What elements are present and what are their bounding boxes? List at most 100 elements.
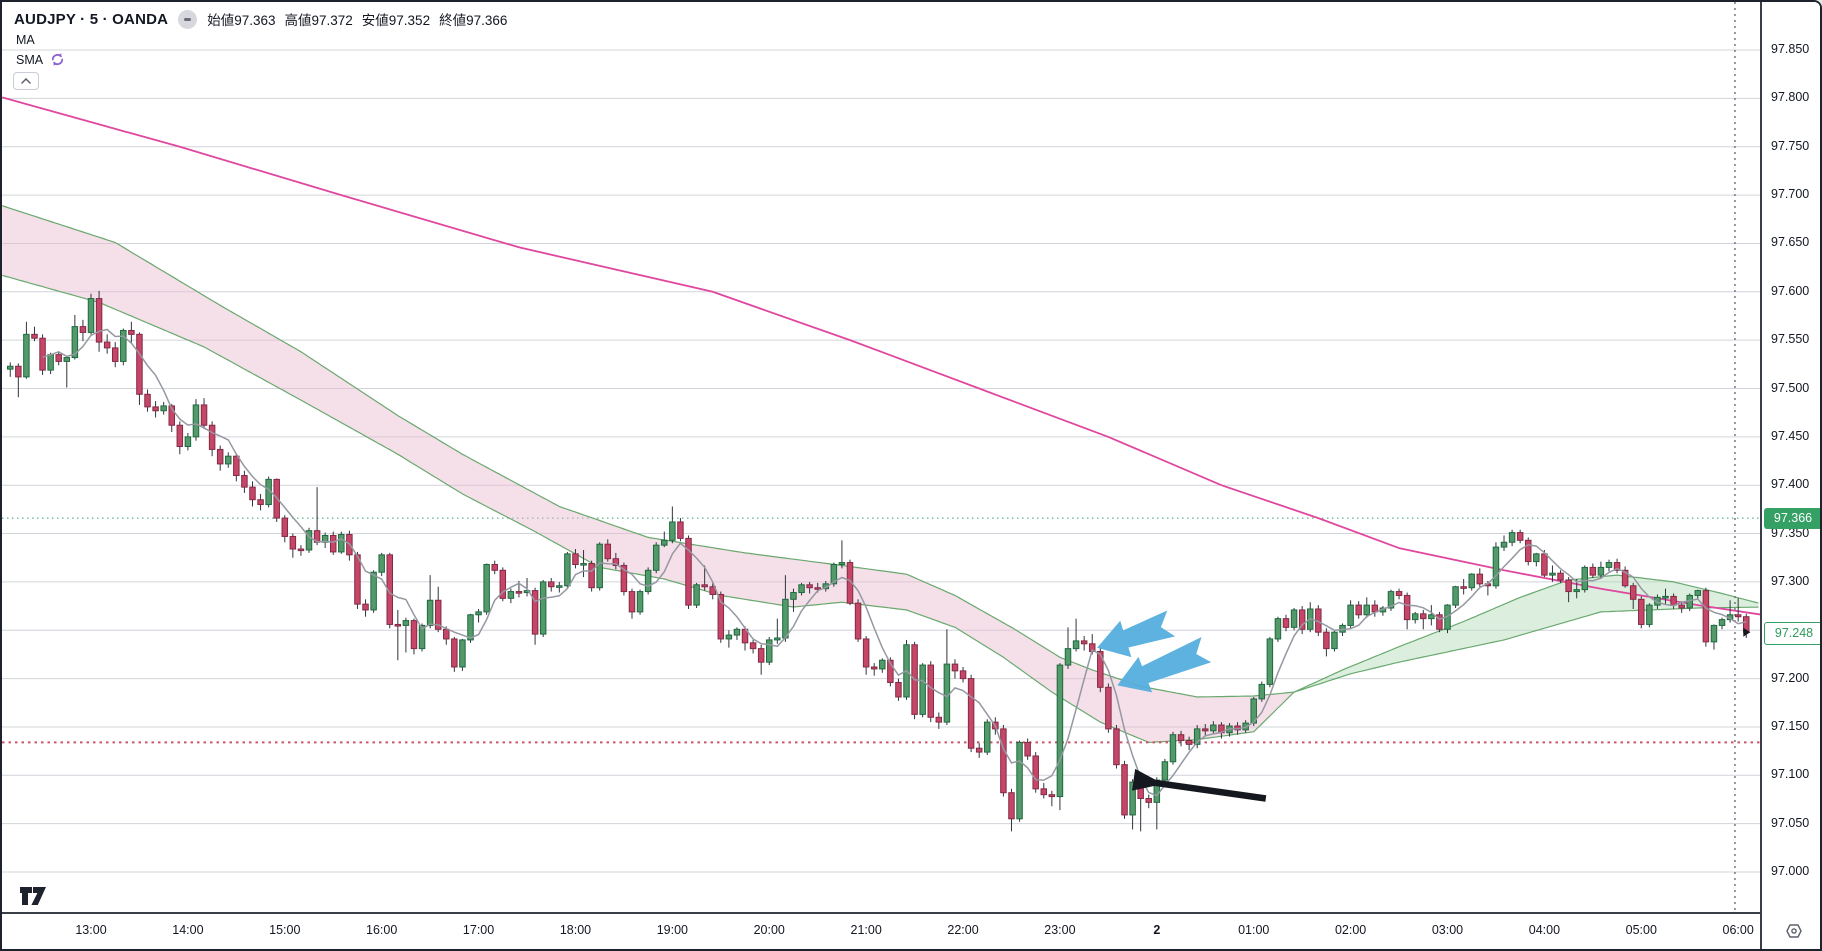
candle-body (677, 521, 684, 539)
candle-body (1363, 604, 1371, 616)
candle-body (443, 628, 450, 640)
candle-body (838, 562, 846, 565)
black-arrow-shaft (1143, 777, 1267, 802)
candle-body (418, 624, 426, 650)
candle-body (216, 448, 224, 465)
candle-body (943, 663, 951, 723)
candle-body (564, 553, 571, 587)
price-tick-label: 97.100 (1771, 767, 1810, 782)
candle-body (927, 664, 934, 718)
candle-body (426, 599, 434, 626)
candle-body (1646, 604, 1653, 625)
candle-body (1508, 532, 1516, 543)
candle-body (1452, 586, 1459, 606)
price-axis[interactable]: 97.366 97.248 97.000 97.050 97.100 97.150 97… (1760, 2, 1820, 949)
candle-body (604, 543, 612, 560)
candle-body (765, 639, 773, 663)
candle-body (1266, 638, 1274, 685)
tradingview-logo-icon (20, 887, 46, 905)
candle-body (814, 587, 821, 590)
candle-body (951, 663, 959, 672)
open-label: 始値 (207, 13, 235, 28)
price-tick-label: 97.150 (1771, 718, 1810, 733)
candle-body (329, 534, 337, 553)
refresh-spinner-icon (51, 53, 64, 66)
candle-body (152, 406, 159, 412)
candle-body (717, 593, 725, 640)
candle-body (798, 584, 805, 594)
symbol-title[interactable]: AUDJPY · 5 · OANDA (14, 10, 169, 28)
close-label: 終値 (439, 13, 467, 28)
candle-body (1605, 562, 1613, 568)
candle-body (782, 598, 789, 639)
tradingview-logo[interactable] (20, 887, 50, 911)
candle-body (1355, 604, 1362, 616)
candle-body (1072, 640, 1080, 650)
candle-body (1395, 591, 1403, 596)
ma-band-line (2, 205, 1759, 698)
candle-body (338, 534, 345, 553)
legend-ma[interactable]: MA (16, 33, 35, 47)
candle-body (1476, 573, 1484, 585)
candle-body (1565, 579, 1572, 593)
candle-body (467, 614, 474, 641)
candle-body (1500, 541, 1508, 548)
candle-body (870, 666, 878, 670)
candle-body (1323, 631, 1330, 650)
open-value: 97.363 (234, 13, 276, 28)
price-tick-label: 97.550 (1771, 332, 1810, 347)
hide-indicator-button[interactable] (178, 9, 198, 29)
candle-body (959, 670, 967, 680)
candle-body (305, 530, 313, 551)
candle-body (1702, 590, 1710, 643)
candle-body (1000, 728, 1007, 794)
time-tick-label: 17:00 (462, 923, 495, 937)
high-value: 97.372 (311, 13, 353, 28)
candle-body (1056, 664, 1064, 798)
candle-body (1694, 590, 1702, 596)
candle-body (1024, 741, 1031, 757)
candle-body (321, 534, 329, 543)
candle-body (1331, 631, 1338, 650)
candle-body (499, 569, 507, 599)
candle-body (257, 499, 264, 506)
candle-body (1581, 566, 1589, 591)
candle-body (652, 544, 660, 571)
candle-body (1097, 651, 1104, 688)
candle-body (1290, 609, 1298, 628)
candle-body (136, 333, 143, 395)
chart-header: AUDJPY · 5 · OANDA 始値97.363 高値97.372 安値9… (14, 9, 507, 29)
candle-body (144, 393, 151, 408)
candle-body (1105, 686, 1112, 730)
collapse-legend-button[interactable] (13, 72, 39, 90)
candle-body (1541, 553, 1548, 576)
candle-body (1016, 741, 1023, 820)
candle-body (192, 404, 200, 438)
candle-body (184, 436, 192, 448)
candle-body (1436, 614, 1443, 630)
candle-body (241, 475, 248, 488)
time-axis[interactable]: 13:00 14:00 15:00 16:00 17:00 18:00 19:00 20:00… (2, 912, 1820, 949)
legend-sma[interactable]: SMA (16, 52, 65, 67)
candle-body (661, 539, 668, 546)
timezone-settings-button[interactable] (1782, 919, 1806, 943)
candle-body (434, 599, 442, 630)
candle-body (975, 747, 983, 753)
candle-body (200, 404, 208, 426)
candle-body (1040, 788, 1048, 796)
candle-body (887, 659, 894, 683)
candle-body (636, 591, 644, 613)
candle-body (1460, 586, 1467, 589)
candle-body (523, 590, 531, 594)
candle-body (1008, 792, 1015, 820)
candle-body (1298, 609, 1306, 630)
candle-body (451, 638, 458, 668)
candle-body (733, 628, 741, 636)
candle-body (103, 341, 111, 349)
candle-body (1621, 569, 1629, 587)
candle-body (572, 553, 579, 565)
ma-label: MA (16, 33, 35, 47)
candle-body (806, 584, 813, 589)
candle-body (168, 405, 175, 426)
